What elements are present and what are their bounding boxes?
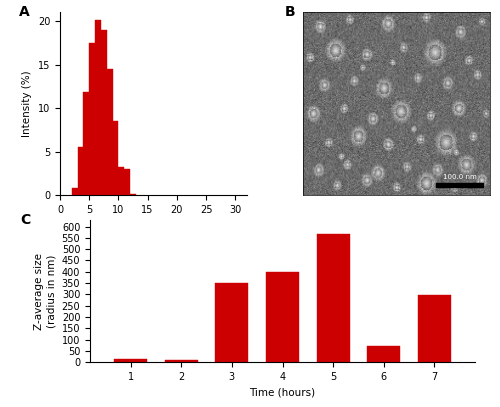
Text: A: A <box>19 5 30 19</box>
X-axis label: Size (radius in nm): Size (radius in nm) <box>104 221 202 231</box>
Bar <box>130 194 136 195</box>
Y-axis label: Intensity (%): Intensity (%) <box>22 70 32 137</box>
Bar <box>368 346 400 362</box>
Bar <box>106 69 112 195</box>
Bar <box>436 183 483 187</box>
Text: C: C <box>20 213 31 227</box>
Bar <box>112 121 118 195</box>
Text: 100.0 nm: 100.0 nm <box>443 174 476 180</box>
Bar <box>216 283 248 362</box>
Bar <box>72 188 78 195</box>
Bar <box>164 359 198 362</box>
X-axis label: Time (hours): Time (hours) <box>250 387 316 398</box>
Bar <box>124 169 130 195</box>
Y-axis label: Z-average size
(radius in nm): Z-average size (radius in nm) <box>34 252 56 330</box>
Bar <box>266 272 299 362</box>
Bar <box>95 20 101 195</box>
Bar <box>316 234 350 362</box>
Bar <box>78 147 84 195</box>
Bar <box>118 167 124 195</box>
Bar <box>114 359 147 362</box>
Bar <box>84 92 89 195</box>
Text: B: B <box>284 5 295 19</box>
Bar <box>101 30 106 195</box>
Bar <box>418 295 451 362</box>
Bar <box>89 43 95 195</box>
